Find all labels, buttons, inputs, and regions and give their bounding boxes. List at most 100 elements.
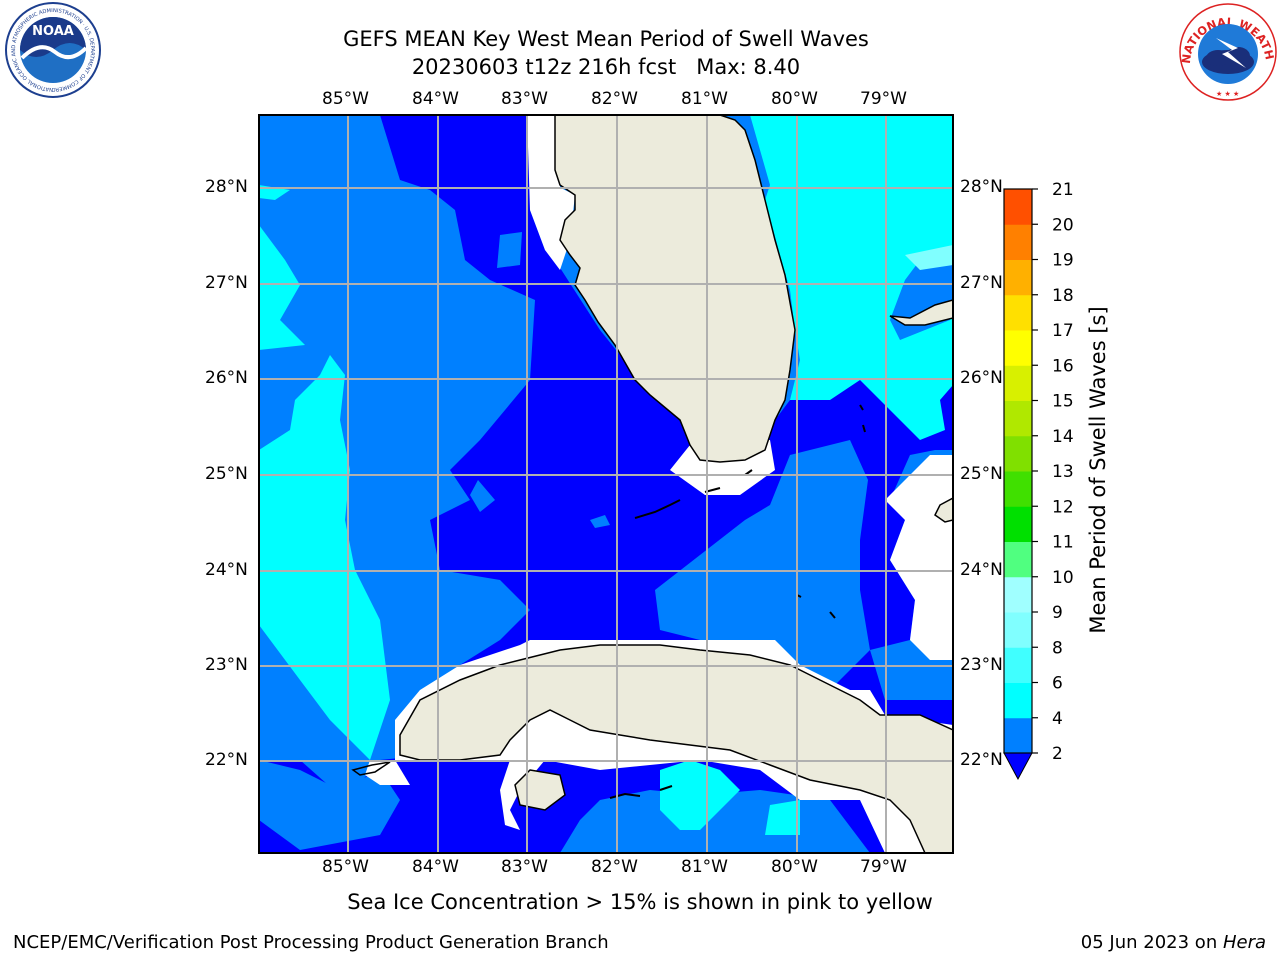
colorbar-segment [1004,682,1032,719]
map-gridlines [259,115,953,853]
lon-label-bottom: 80°W [771,857,818,877]
swell-period-4-6-region [765,800,800,835]
colorbar-tick-label: 2 [1052,744,1063,764]
colorbar-segment [1004,612,1032,648]
colorbar-tick-label: 18 [1052,286,1074,306]
coastline [609,785,673,799]
no-data-region [365,760,410,785]
noaa-logo-text: NOAA [32,24,74,39]
lon-label-bottom: 79°W [860,857,907,877]
lat-label-left: 24°N [205,560,248,580]
colorbar-tick-label: 11 [1052,533,1074,553]
lat-label-left: 26°N [205,368,248,388]
colorbar-tick-label: 9 [1052,603,1063,623]
lon-label-bottom: 85°W [322,857,369,877]
lon-label-top: 83°W [501,89,548,109]
colorbar-segment [1004,259,1032,296]
colorbar-tick-label: 8 [1052,638,1063,658]
sea-ice-note: Sea Ice Concentration > 15% is shown in … [347,890,933,914]
footer-date-text: 05 Jun 2023 on [1080,932,1223,953]
lat-label-right: 28°N [960,177,1003,197]
colorbar: 2 4 6 8 9 10 11 12 13 14 15 16 17 18 19 20 21 [1003,180,1074,781]
lon-label-bottom: 84°W [412,857,459,877]
colorbar-tick-label: 6 [1052,674,1063,694]
swell-period-2-4-patch [497,232,522,268]
swell-period-2-4-patch [259,760,400,850]
lon-label-top: 79°W [860,89,907,109]
lon-label-top: 81°W [681,89,728,109]
lon-label-bottom: 82°W [591,857,638,877]
colorbar-tick-label: 4 [1052,709,1063,729]
lon-label-top: 80°W [771,89,818,109]
lat-label-left: 22°N [205,750,248,770]
andros-island [934,497,953,523]
lat-label-right: 23°N [960,655,1003,675]
swell-period-field [259,115,953,853]
svg-text:★ ★ ★: ★ ★ ★ [1216,90,1239,98]
colorbar-segment [1004,435,1032,472]
swell-period-6-8-region [905,245,953,270]
florida-landmass [554,115,796,463]
lat-label-right: 25°N [960,464,1003,484]
colorbar-segment [1004,189,1032,225]
colorbar-tick-label: 10 [1052,568,1074,588]
lat-label-right: 27°N [960,273,1003,293]
colorbar-tick-label: 16 [1052,356,1074,376]
colorbar-segment [1004,365,1032,401]
colorbar-tick-label: 21 [1052,180,1074,200]
colorbar-segment [1004,506,1032,542]
grand-bahama-island [889,299,953,326]
colorbar-tick-label: 15 [1052,392,1074,412]
nws-logo: NATIONAL WEATHER SERVICE ★ ★ ★ [1176,2,1277,101]
lon-label-top: 85°W [322,89,369,109]
colorbar-tick-label: 14 [1052,427,1074,447]
lon-label-bottom: 81°W [681,857,728,877]
swell-period-4-6-region [750,115,953,440]
lat-label-left: 28°N [205,177,248,197]
swell-period-4-6-region [259,355,390,760]
lat-label-right: 22°N [960,750,1003,770]
lat-label-left: 27°N [205,273,248,293]
colorbar-segment [1004,294,1032,331]
lat-label-left: 23°N [205,655,248,675]
lat-label-left: 25°N [205,464,248,484]
swell-period-4-6-region [259,225,305,350]
colorbar-tick-label: 17 [1052,321,1074,341]
colorbar-under-extension [1003,752,1033,781]
lon-label-bottom: 83°W [501,857,548,877]
no-data-region [530,180,575,270]
swell-period-2-4-patch [470,480,495,512]
coastline [796,404,866,619]
cuba-landmass [399,644,953,853]
colorbar-label: Mean Period of Swell Waves [s] [1086,306,1110,634]
colorbar-segment [1004,471,1032,507]
swell-period-2-4-patch [590,515,610,528]
colorbar-segment [1004,647,1032,683]
swell-period-2-4-patch [655,440,870,695]
lat-label-right: 26°N [960,368,1003,388]
lon-label-top: 82°W [591,89,638,109]
coastline [351,761,391,776]
colorbar-tick-label: 19 [1052,251,1074,271]
colorbar-tick-label: 13 [1052,462,1074,482]
no-data-region [885,455,953,660]
swell-period-4-6-region [660,760,740,830]
colorbar-segment [1004,717,1032,754]
colorbar-segment [1004,330,1032,366]
noaa-logo: NATIONAL OCEANIC AND ATMOSPHERIC ADMINIS… [0,0,101,98]
footer-date: 05 Jun 2023 on Hera [1081,932,1266,953]
colorbar-segment [1004,576,1032,613]
map-frame [258,114,954,854]
footer-credit: NCEP/EMC/Verification Post Processing Pr… [13,932,609,953]
colorbar-segment [1004,224,1032,260]
map-title: GEFS MEAN Key West Mean Period of Swell … [343,27,869,51]
colorbar-segment [1004,400,1032,437]
footer-host: Hera [1222,932,1266,953]
colorbar-tick-label: 20 [1052,215,1074,235]
map-subtitle: 20230603 t12z 216h fcst Max: 8.40 [411,55,801,79]
lon-label-top: 84°W [412,89,459,109]
colorbar-segment [1004,541,1032,578]
lat-label-right: 24°N [960,560,1003,580]
colorbar-tick-label: 12 [1052,497,1074,517]
